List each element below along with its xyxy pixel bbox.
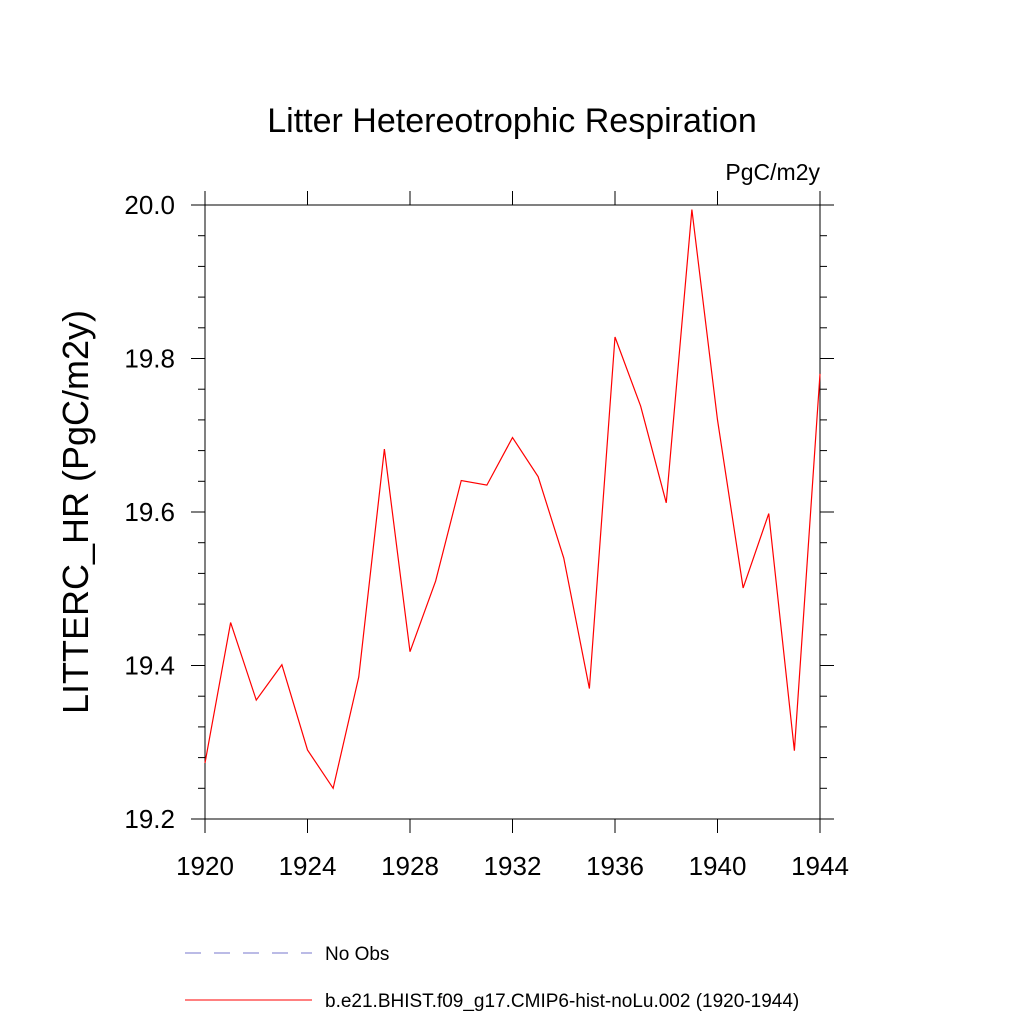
y-tick-label: 19.4 [124, 651, 175, 681]
data-point [460, 479, 463, 482]
data-point [511, 436, 514, 439]
data-point [690, 208, 693, 211]
legend-label: No Obs [325, 944, 389, 965]
data-point [742, 586, 745, 589]
x-tick-label: 1944 [791, 851, 849, 881]
chart-title: Litter Hetereotrophic Respiration [267, 102, 756, 140]
data-point [306, 748, 309, 751]
y-axis-label: LITTERC_HR (PgC/m2y) [55, 310, 96, 714]
x-tick-label: 1940 [689, 851, 747, 881]
tick-labels: 1920 1924 1928 1932 1936 1940 1944 19.2 19.4 19.6… [124, 190, 849, 881]
units-label: PgC/m2y [725, 159, 820, 185]
x-tick-label: 1936 [586, 851, 644, 881]
data-point [819, 372, 822, 375]
axis-ticks [191, 191, 834, 833]
plot-frame [204, 204, 821, 820]
data-point [434, 580, 437, 583]
data-point [204, 761, 207, 764]
data-point [229, 621, 232, 624]
x-tick-label: 1932 [484, 851, 542, 881]
y-tick-label: 20.0 [124, 190, 175, 220]
data-point [255, 699, 258, 702]
data-point [793, 749, 796, 752]
legend-label: b.e21.BHIST.f09_g17.CMIP6-hist-noLu.002 … [325, 991, 799, 1012]
series-group [204, 208, 822, 790]
data-point [562, 557, 565, 560]
data-point [485, 484, 488, 487]
x-tick-label: 1928 [381, 851, 439, 881]
legend: No Obs b.e21.BHIST.f09_g17.CMIP6-hist-noL… [185, 944, 799, 1012]
data-point [614, 336, 617, 339]
x-tick-label: 1924 [279, 851, 337, 881]
data-point [357, 676, 360, 679]
data-point [409, 650, 412, 653]
y-tick-label: 19.6 [124, 497, 175, 527]
y-tick-label: 19.8 [124, 344, 175, 374]
data-point [383, 448, 386, 451]
data-point [639, 405, 642, 408]
data-point [280, 663, 283, 666]
data-point [537, 475, 540, 478]
data-point [665, 501, 668, 504]
data-point [332, 787, 335, 790]
data-point [716, 418, 719, 421]
y-tick-label: 19.2 [124, 804, 175, 834]
series-line [204, 209, 821, 790]
data-point [588, 687, 591, 690]
x-tick-label: 1920 [176, 851, 234, 881]
data-point [767, 512, 770, 515]
